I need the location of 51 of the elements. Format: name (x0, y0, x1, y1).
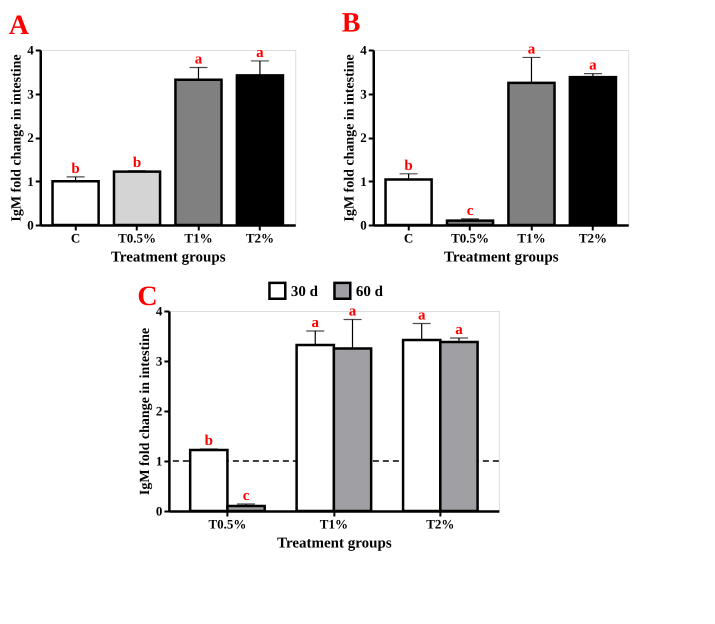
legend-label: 30 d (290, 284, 319, 300)
annotation: a (256, 44, 264, 61)
y-tick-label: 4 (156, 304, 163, 318)
y-tick-label: 1 (156, 454, 162, 468)
annotation: a (418, 308, 426, 324)
annotation: a (455, 322, 464, 338)
annotation: c (466, 202, 474, 219)
y-tick-label: 2 (360, 130, 367, 145)
x-tick-label: T0.5% (118, 230, 156, 246)
annotation: a (194, 52, 203, 68)
annotation: a (311, 315, 320, 331)
y-tick-label: 0 (156, 504, 162, 518)
legend-label: 60 d (356, 284, 384, 300)
x-axis-title: Treatment groups (444, 250, 559, 266)
x-tick-label: C (404, 230, 414, 246)
x-tick-label: T2% (246, 230, 274, 246)
y-axis-title: IgM fold change in intestine (342, 54, 358, 222)
y-tick-label: 0 (360, 218, 367, 232)
annotation: b (204, 433, 213, 449)
annotation: b (404, 158, 413, 174)
y-axis-title: IgM fold change in intestine (9, 54, 24, 222)
x-axis-title: Treatment groups (110, 250, 226, 266)
y-tick-label: 0 (27, 218, 34, 232)
annotation: b (132, 154, 142, 171)
y-tick-label: 3 (156, 354, 163, 368)
x-tick-label: T1% (320, 516, 348, 532)
chart-title: C (137, 281, 158, 312)
annotation: c (242, 488, 250, 504)
x-tick-label: T2% (578, 230, 608, 246)
y-tick-label: 2 (156, 404, 162, 418)
chart-title: A (8, 10, 30, 41)
x-tick-label: T1% (184, 230, 213, 246)
y-tick-label: 2 (27, 130, 34, 145)
y-tick-label: 3 (27, 86, 34, 102)
x-tick-label: C (70, 230, 80, 246)
x-tick-label: T0.5% (208, 516, 246, 532)
chart-title: B (342, 7, 360, 38)
y-axis-title: IgM fold change in intestine (138, 328, 153, 496)
x-tick-label: T2% (426, 516, 454, 532)
y-tick-label: 4 (360, 42, 368, 58)
annotation: a (528, 41, 536, 58)
annotation: a (589, 58, 598, 74)
x-tick-label: T0.5% (451, 230, 489, 246)
annotation: a (348, 304, 357, 320)
y-tick-label: 3 (360, 86, 368, 102)
y-tick-label: 1 (360, 174, 367, 189)
x-axis-title: Treatment groups (277, 536, 392, 552)
y-tick-label: 4 (27, 42, 34, 58)
x-tick-label: T1% (517, 230, 546, 246)
annotation: b (71, 160, 80, 177)
y-tick-label: 1 (27, 174, 34, 189)
